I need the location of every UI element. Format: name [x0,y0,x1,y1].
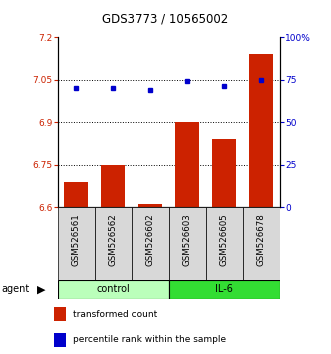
Bar [58,280,169,299]
Text: agent: agent [2,284,30,295]
Bar [169,280,280,299]
Bar [54,333,66,347]
Bar [212,139,236,207]
Text: GSM526561: GSM526561 [72,213,81,266]
Bar [138,204,162,207]
Bar [206,207,243,280]
Bar [65,182,88,207]
Bar [169,207,206,280]
Text: GSM526603: GSM526603 [183,213,192,266]
Bar [54,307,66,321]
Bar [132,207,169,280]
Text: control: control [97,284,130,295]
Text: GSM526562: GSM526562 [109,213,118,266]
Bar [249,54,273,207]
Text: GSM526602: GSM526602 [146,213,155,266]
Bar [95,207,132,280]
Bar [58,207,95,280]
Text: GSM526605: GSM526605 [220,213,229,266]
Text: percentile rank within the sample: percentile rank within the sample [73,336,226,344]
Text: IL-6: IL-6 [215,284,233,295]
Text: GDS3773 / 10565002: GDS3773 / 10565002 [102,12,229,25]
Bar [175,122,199,207]
Text: GSM526678: GSM526678 [257,213,266,266]
Bar [101,165,125,207]
Text: transformed count: transformed count [73,310,157,319]
Text: ▶: ▶ [37,284,46,295]
Bar [243,207,280,280]
